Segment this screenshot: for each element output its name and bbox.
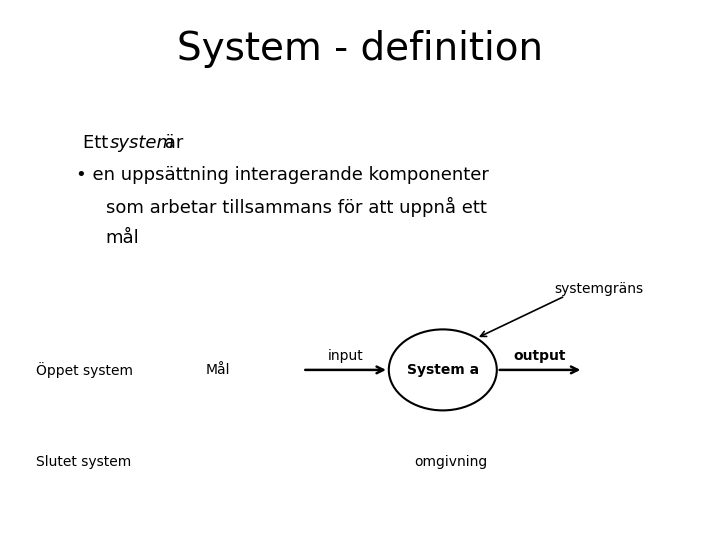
Text: Mål: Mål [205,363,230,377]
Text: mål: mål [106,228,140,247]
Text: System a: System a [407,363,479,377]
Text: är: är [159,134,184,152]
Text: • en uppsättning interagerande komponenter: • en uppsättning interagerande komponent… [76,166,488,185]
Text: Öppet system: Öppet system [36,362,133,378]
Text: System - definition: System - definition [177,30,543,68]
Text: omgivning: omgivning [414,455,487,469]
Text: output: output [514,349,566,363]
Text: Ett: Ett [83,134,114,152]
Text: system: system [110,134,175,152]
Text: som arbetar tillsammans för att uppnå ett: som arbetar tillsammans för att uppnå et… [106,197,487,217]
Text: systemgräns: systemgräns [554,282,644,296]
Text: Slutet system: Slutet system [36,455,131,469]
Text: input: input [328,349,364,363]
